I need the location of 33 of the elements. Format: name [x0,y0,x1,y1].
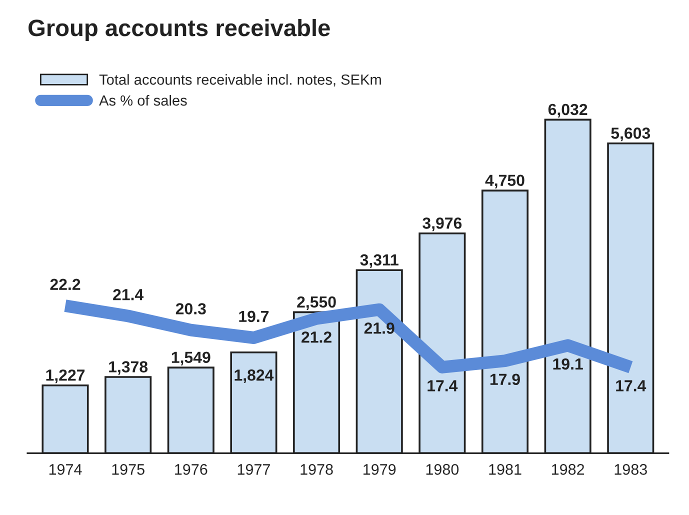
data-label: 1,378 [109,361,148,375]
data-label: 4,750 [485,174,524,188]
x-tick-label: 1975 [112,464,144,475]
data-label: 21.9 [364,322,394,334]
data-label: 17.4 [428,380,458,392]
x-tick-label: 1980 [426,464,459,475]
data-label: 21.2 [302,331,332,343]
data-label: 19.7 [239,310,269,322]
data-label: 17.4 [616,380,646,392]
x-tick-label: 1974 [49,464,82,475]
data-label: 1,549 [172,352,210,366]
data-label: 3,311 [360,254,398,268]
data-label: 1,227 [46,370,85,384]
x-tick-label: 1979 [364,464,396,475]
x-tick-label: 1977 [238,464,270,475]
data-label: 1,824 [234,369,274,384]
data-label: 5,603 [611,128,650,142]
data-label: 22.2 [50,278,80,290]
data-label: 2,550 [297,296,336,310]
x-tick-label: 1978 [300,464,333,475]
legend-label: Total accounts receivable incl. notes, SEKm [99,74,381,87]
data-label: 6,032 [548,104,588,118]
data-label: 21.4 [113,289,144,300]
x-tick-label: 1976 [175,464,208,475]
data-label: 20.3 [176,303,206,314]
x-tick-label: 1981 [489,464,522,475]
data-label: 19.1 [553,358,583,370]
x-tick-label: 1983 [614,464,647,475]
x-tick-label: 1982 [552,464,584,475]
legend-label: As % of sales [99,94,187,106]
data-label: 3,976 [422,218,462,232]
data-label: 17.9 [490,374,520,386]
chart-title: Group accounts receivable [28,18,330,41]
